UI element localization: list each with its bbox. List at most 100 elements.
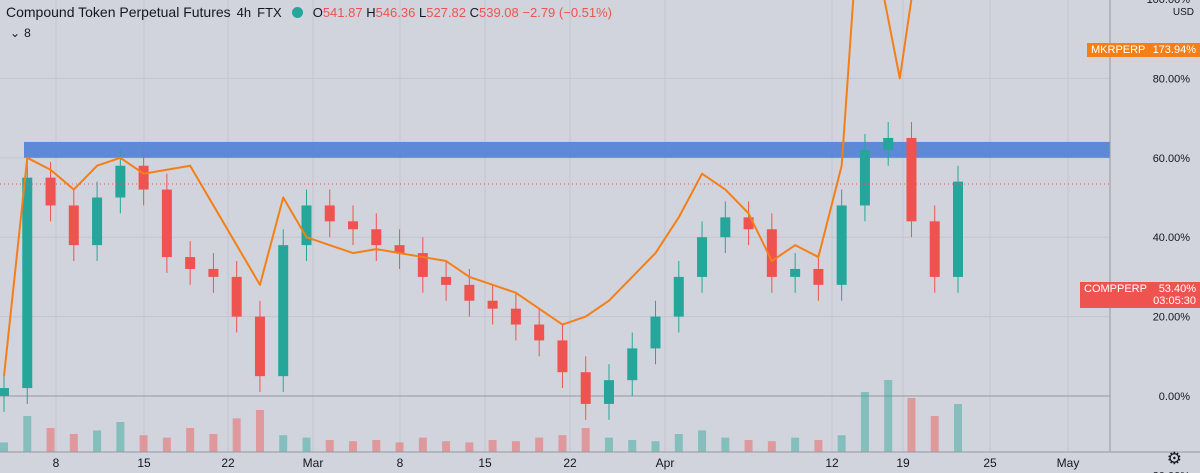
chart-header: Compound Token Perpetual Futures 4h FTX …: [6, 4, 612, 20]
main-symbol: COMPPERP: [1084, 283, 1147, 295]
y-tick-label: -20.00%: [1149, 470, 1190, 473]
symbol-title[interactable]: Compound Token Perpetual Futures: [6, 4, 231, 20]
volume-bar: [791, 437, 800, 452]
x-tick-label: 22: [221, 456, 235, 470]
candle-body: [45, 177, 56, 206]
main-value: 53.40%: [1158, 283, 1196, 295]
volume-bar: [604, 437, 613, 452]
candle-body: [348, 221, 359, 230]
candle-body: [68, 205, 79, 246]
interval-label[interactable]: 4h: [236, 4, 252, 20]
resistance-zone: [24, 141, 1110, 158]
volume-bar: [767, 441, 776, 452]
volume-bar: [255, 410, 264, 452]
candle-body: [278, 245, 289, 377]
volume-bar: [651, 441, 660, 452]
volume-bar: [162, 437, 171, 452]
candle-body: [301, 205, 312, 246]
settings-gear-icon[interactable]: ⚙: [1166, 449, 1182, 468]
volume-bar: [69, 434, 78, 452]
volume-bar: [302, 437, 311, 452]
volume-bar: [488, 440, 497, 452]
volume-bar: [116, 422, 125, 452]
x-tick-label: Mar: [303, 456, 324, 470]
candle-body: [0, 388, 9, 396]
candle-body: [22, 177, 33, 389]
candle-body: [790, 268, 801, 277]
mkrperp-line: [3, 0, 913, 377]
main-price-badge: COMPPERP 53.40% 03:05:30: [1080, 282, 1200, 308]
candle-body: [720, 217, 731, 238]
candle-body: [627, 348, 638, 381]
candle-body: [254, 316, 265, 377]
ohlc-readout: O541.87 H546.36 L527.82 C539.08 −2.79 (−…: [312, 4, 613, 20]
candle-body: [417, 253, 428, 277]
candle-body: [464, 284, 475, 301]
volume-bar: [511, 441, 520, 452]
volume-bar: [209, 434, 218, 452]
indicators-toggle[interactable]: ⌄ 8: [10, 26, 31, 40]
volume-bar: [418, 437, 427, 452]
volume-bar: [349, 441, 358, 452]
volume-bar: [372, 440, 381, 452]
volume-bar: [186, 428, 195, 452]
volume-bar: [907, 398, 916, 452]
y-tick-label: 40.00%: [1153, 232, 1191, 244]
candle-body: [138, 165, 149, 190]
indicator-count: 8: [24, 26, 31, 40]
chevron-down-icon: ⌄: [10, 26, 21, 40]
candle-body: [161, 189, 172, 258]
x-tick-label: May: [1057, 456, 1080, 470]
volume-bar: [581, 428, 590, 452]
volume-bar: [442, 441, 451, 452]
x-tick-label: 25: [983, 456, 997, 470]
candle-body: [603, 380, 614, 404]
bar-countdown: 03:05:30: [1153, 295, 1196, 307]
volume-bar: [954, 404, 962, 452]
candle-body: [92, 197, 103, 246]
candle-body: [766, 229, 777, 277]
volume-bar: [23, 416, 32, 452]
x-tick-label: 19: [896, 456, 910, 470]
exchange-label: FTX: [257, 4, 282, 20]
x-tick-label: 12: [825, 456, 839, 470]
plot-area: [0, 0, 1110, 452]
volume-bar: [139, 435, 148, 452]
volume-bar: [698, 430, 707, 452]
candle-body: [510, 308, 521, 325]
candle-body: [534, 324, 545, 341]
candle-body: [487, 300, 498, 309]
volume-bar: [744, 440, 753, 452]
volume-bar: [930, 416, 939, 452]
x-tick-label: 8: [53, 456, 60, 470]
overlay-symbol: MKRPERP: [1091, 44, 1146, 56]
volume-bar: [884, 380, 893, 452]
candle-body: [394, 245, 405, 254]
y-tick-label: 60.00%: [1153, 153, 1191, 165]
candle-body: [231, 276, 242, 317]
volume-bar: [93, 430, 102, 452]
candle-body: [371, 229, 382, 246]
candle-body: [580, 372, 591, 404]
candle-body: [650, 316, 661, 349]
x-tick-label: 22: [563, 456, 577, 470]
volume-bar: [232, 418, 241, 452]
volume-bar: [46, 428, 55, 452]
candle-body: [883, 137, 894, 150]
volume-bar: [325, 440, 334, 452]
candle-body: [859, 149, 870, 206]
y-tick-label: 20.00%: [1153, 312, 1191, 324]
volume-bar: [465, 442, 474, 452]
volume-bar: [279, 435, 288, 452]
overlay-value: 173.94%: [1152, 44, 1196, 56]
candle-body: [953, 181, 963, 277]
volume-bar: [837, 435, 846, 452]
candle-body: [185, 257, 196, 269]
candle-body: [441, 276, 452, 285]
candle-body: [697, 237, 708, 277]
volume-bar: [0, 442, 8, 452]
x-tick-label: 8: [397, 456, 404, 470]
candle-body: [208, 268, 219, 277]
